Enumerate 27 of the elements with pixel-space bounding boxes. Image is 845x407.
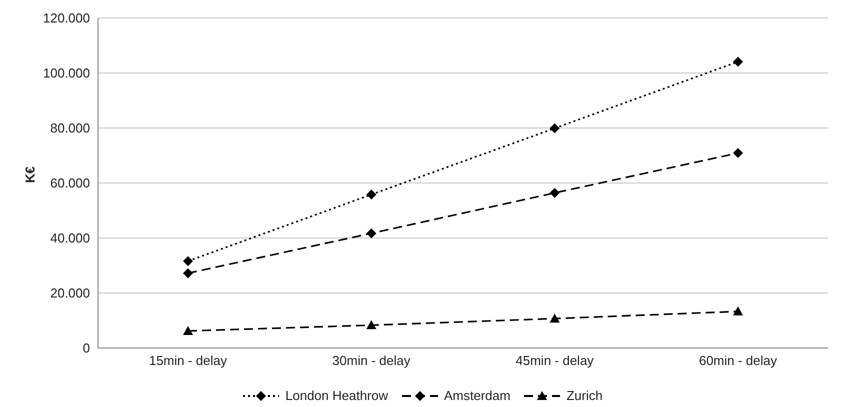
legend-label: Amsterdam: [443, 388, 510, 403]
point: [183, 256, 193, 266]
y-tick-label: 40.000: [50, 230, 90, 246]
point: [733, 56, 743, 67]
point: [733, 306, 743, 316]
x-tick-label: 60min - delay: [698, 353, 778, 368]
legend-label: London Heathrow: [284, 388, 388, 403]
point: [366, 190, 376, 200]
point: [550, 314, 560, 323]
y-tick-label: 60.000: [50, 176, 90, 191]
y-tick-label: 80.000: [50, 120, 90, 136]
point: [550, 123, 560, 134]
point: [733, 148, 743, 158]
point: [183, 268, 193, 278]
x-tick-label: 15min - delay: [148, 353, 228, 368]
y-tick-label: 0: [82, 340, 90, 356]
point: [366, 228, 376, 238]
y-tick-label: 20.000: [50, 286, 90, 301]
point: [550, 188, 560, 198]
point: [366, 320, 376, 330]
legend-label: Zurich: [565, 388, 603, 403]
y-tick-label: 120.000: [43, 10, 90, 26]
y-axis-title: K€: [22, 166, 38, 183]
x-tick-label: 30min - delay: [332, 353, 411, 368]
point: [183, 326, 193, 335]
y-tick-label: 100.000: [43, 66, 90, 81]
x-tick-label: 45min - delay: [516, 353, 594, 368]
